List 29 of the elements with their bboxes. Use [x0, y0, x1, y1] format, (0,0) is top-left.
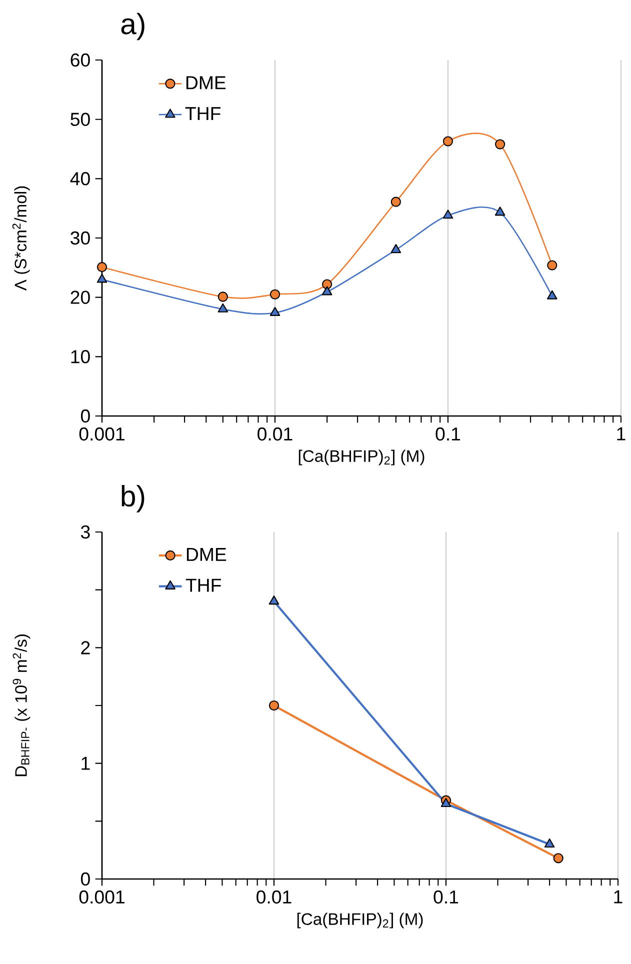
chart-title: a) [121, 12, 144, 40]
chart-title: b) [122, 485, 144, 512]
y-tick-label: 40 [70, 172, 90, 186]
x-tick-label: 0.1 [436, 427, 460, 441]
y-tick-label: 0 [80, 872, 90, 886]
x-tick-label: 0.01 [258, 427, 292, 441]
x-tick-label: 1 [617, 427, 626, 440]
y-tick-label: 2 [81, 641, 90, 654]
x-axis-title: [Ca(BHFIP)$_{2}$] (M) [298, 450, 424, 466]
y-tick-label: 20 [70, 290, 90, 304]
y-axis-title: D$_{BHFIP-}$ (x 10$^{9}$ m$^{2}$/s) [12, 634, 30, 776]
x-tick-label: 0.001 [79, 427, 124, 441]
y-tick-label: 50 [70, 112, 90, 126]
y-tick-label: 60 [70, 53, 90, 67]
legend-label: THF [186, 578, 221, 592]
x-tick-label: 0.01 [256, 890, 292, 904]
x-tick-label: 0.1 [434, 890, 458, 904]
x-axis-title: [Ca(BHFIP)$_{2}$] (M) [297, 912, 423, 928]
legend-label: DME [186, 76, 226, 90]
y-tick-label: 0 [80, 409, 90, 423]
y-tick-label: 1 [82, 756, 90, 770]
y-tick-label: 10 [71, 350, 90, 364]
y-tick-label: 30 [70, 231, 90, 245]
y-axis-title: Λ (S*cm$^{2}$/mol) [12, 186, 30, 291]
legend-label: THF [185, 107, 220, 120]
y-tick-label: 3 [80, 525, 90, 539]
x-tick-label: 1 [614, 890, 622, 904]
legend-label: DME [186, 548, 226, 561]
x-tick-label: 0.001 [79, 890, 124, 904]
